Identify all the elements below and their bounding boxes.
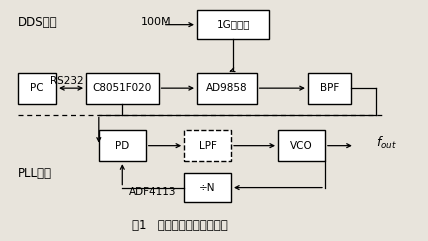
Text: 1G点频源: 1G点频源 <box>217 20 250 30</box>
Text: ADF4113: ADF4113 <box>129 187 176 197</box>
Text: 图1   信号源电路系统模块图: 图1 信号源电路系统模块图 <box>132 219 228 232</box>
Text: C8051F020: C8051F020 <box>92 83 152 93</box>
Text: AD9858: AD9858 <box>206 83 248 93</box>
Text: 100M: 100M <box>141 17 172 27</box>
Bar <box>86 73 158 104</box>
Bar <box>99 130 146 161</box>
Text: DDS部分: DDS部分 <box>18 16 57 29</box>
Text: PD: PD <box>115 141 129 151</box>
Text: ÷N: ÷N <box>199 183 216 193</box>
Text: PLL部分: PLL部分 <box>18 167 52 180</box>
Text: RS232: RS232 <box>50 76 83 86</box>
Bar <box>18 73 56 104</box>
Text: PC: PC <box>30 83 44 93</box>
Text: BPF: BPF <box>320 83 339 93</box>
Bar <box>184 173 231 202</box>
Text: VCO: VCO <box>290 141 313 151</box>
Bar <box>197 10 270 39</box>
Bar <box>197 73 257 104</box>
Bar <box>308 73 351 104</box>
Bar <box>184 130 231 161</box>
Text: LPF: LPF <box>199 141 217 151</box>
Text: $f_{out}$: $f_{out}$ <box>376 135 397 151</box>
Bar <box>278 130 325 161</box>
